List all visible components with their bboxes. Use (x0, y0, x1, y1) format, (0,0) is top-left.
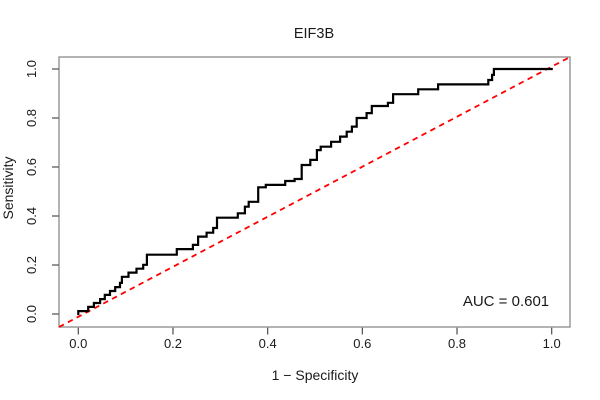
y-axis-title: Sensitivity (0, 156, 16, 219)
x-axis-title: 1 − Specificity (272, 367, 359, 383)
y-axis-tick-label: 0.6 (24, 158, 39, 176)
auc-annotation: AUC = 0.601 (463, 293, 549, 310)
y-axis: 0.0 0.2 0.4 0.6 0.8 1.0 (24, 60, 59, 323)
diagonal-reference-line (58, 56, 571, 328)
x-axis-tick-label: 0.0 (69, 336, 87, 351)
x-axis-tick-label: 0.6 (353, 336, 371, 351)
series-layer (58, 56, 571, 328)
x-axis-tick-label: 0.2 (164, 336, 182, 351)
x-axis-tick-label: 0.8 (448, 336, 466, 351)
roc-curve (77, 67, 553, 316)
chart-title: EIF3B (294, 26, 334, 42)
y-axis-tick-label: 0.2 (24, 256, 39, 274)
x-axis-tick-label: 0.4 (259, 336, 277, 351)
y-axis-tick-label: 1.0 (24, 60, 39, 78)
y-axis-tick-label: 0.8 (24, 109, 39, 127)
plot-border (58, 56, 571, 328)
y-axis-tick-label: 0.0 (24, 305, 39, 323)
x-axis: 0.0 0.2 0.4 0.6 0.8 1.0 (69, 327, 561, 351)
y-axis-tick-label: 0.4 (24, 207, 39, 225)
x-axis-tick-label: 1.0 (543, 336, 561, 351)
